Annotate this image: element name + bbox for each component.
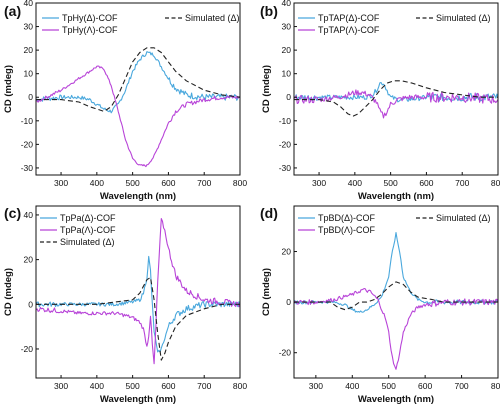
y-tick-label: 40 <box>282 0 292 8</box>
y-axis-title: CD (mdeg) <box>261 65 272 113</box>
y-tick-label: -30 <box>279 163 292 173</box>
x-tick-label: 400 <box>345 381 359 391</box>
x-tick-label: 500 <box>382 381 396 391</box>
x-tick-label: 300 <box>54 381 68 391</box>
y-tick-label: 0 <box>286 297 291 307</box>
x-tick-label: 500 <box>384 178 398 188</box>
x-tick-label: 700 <box>454 381 468 391</box>
panel-label: (b) <box>260 3 278 19</box>
series-line-1 <box>36 65 240 168</box>
panel-a: 300 400 500 600 700 800 -30 -20 -10 0 10 20 30 40 Wave… <box>3 0 247 202</box>
y-tick-label: -20 <box>21 139 34 149</box>
y-tick-label: -10 <box>279 116 292 126</box>
x-tick-label: 600 <box>161 178 175 188</box>
y-tick-label: -20 <box>279 139 292 149</box>
series-line-1 <box>294 287 498 370</box>
x-tick-label: 600 <box>161 381 175 391</box>
series-line-2 <box>36 47 240 112</box>
legend-entry: Simulated (Δ) <box>60 237 115 247</box>
y-tick-label: 40 <box>24 210 34 220</box>
y-tick-label: 30 <box>24 22 34 32</box>
legend-entry: TpTAP(Δ)-COF <box>318 13 380 23</box>
x-tick-label: 600 <box>419 178 433 188</box>
y-tick-label: 30 <box>282 22 292 32</box>
y-tick-label: 10 <box>282 69 292 79</box>
x-axis-title: Wavelength (nm) <box>100 191 176 202</box>
x-axis-title: Wavelength (nm) <box>358 191 434 202</box>
panel-label: (c) <box>4 205 21 221</box>
y-tick-label: 20 <box>24 45 34 55</box>
legend-entry: Simulated (Δ) <box>185 13 240 23</box>
series-line-2 <box>294 281 498 311</box>
x-tick-label: 800 <box>233 381 247 391</box>
legend-entry: TpPa(Λ)-COF <box>60 225 116 235</box>
legend-entry: TpBD(Λ)-COF <box>318 225 376 235</box>
y-tick-label: -20 <box>279 348 292 358</box>
x-tick-label: 700 <box>455 178 469 188</box>
x-tick-label: 300 <box>312 178 326 188</box>
y-tick-label: 0 <box>286 92 291 102</box>
panel-label: (d) <box>260 205 278 221</box>
legend-entry: TpTAP(Λ)-COF <box>318 25 380 35</box>
y-axis-title: CD (mdeg) <box>3 268 14 316</box>
x-tick-label: 500 <box>126 178 140 188</box>
legend-entry: Simulated (Δ) <box>436 213 491 223</box>
panel-b: 300 400 500 600 700 800 -30 -20 -10 0 10 20 30 40 Wave… <box>260 0 500 202</box>
y-tick-label: -10 <box>21 116 34 126</box>
legend-entry: TpHy(Δ)-COF <box>62 13 118 23</box>
x-axis-title: Wavelength (nm) <box>358 394 434 404</box>
y-axis-title: CD (mdeg) <box>3 65 14 113</box>
y-tick-label: 20 <box>282 247 292 257</box>
y-tick-label: 0 <box>28 92 33 102</box>
x-tick-label: 800 <box>491 178 500 188</box>
y-tick-label: 40 <box>24 0 34 8</box>
legend-entry: TpHy(Λ)-COF <box>62 25 118 35</box>
x-tick-label: 800 <box>491 381 500 391</box>
y-tick-label: -30 <box>21 163 34 173</box>
panel-c: 300 400 500 600 700 800 -20 0 20 40 Wavelength (nm… <box>3 205 247 404</box>
x-tick-label: 800 <box>233 178 247 188</box>
y-tick-label: 20 <box>282 45 292 55</box>
plot-frame <box>293 205 499 379</box>
x-tick-label: 300 <box>54 178 68 188</box>
x-tick-label: 700 <box>197 381 211 391</box>
legend-entry: Simulated (Δ) <box>436 13 491 23</box>
y-tick-label: 20 <box>24 255 34 265</box>
x-tick-label: 600 <box>418 381 432 391</box>
panel-label: (a) <box>4 3 21 19</box>
y-axis-title: CD (mdeg) <box>261 268 272 316</box>
x-tick-label: 400 <box>90 178 104 188</box>
legend-entry: TpBD(Δ)-COF <box>318 213 376 223</box>
series-line-0 <box>36 255 240 353</box>
plot-frame <box>35 205 241 379</box>
y-tick-label: -20 <box>21 344 34 354</box>
series-line-2 <box>36 276 240 361</box>
x-tick-label: 300 <box>309 381 323 391</box>
x-tick-label: 400 <box>90 381 104 391</box>
x-tick-label: 400 <box>348 178 362 188</box>
x-tick-label: 500 <box>126 381 140 391</box>
y-tick-label: 0 <box>28 299 33 309</box>
plot-frame <box>35 2 241 176</box>
x-tick-label: 700 <box>197 178 211 188</box>
series-line-2 <box>294 80 498 117</box>
plot-frame <box>293 2 499 176</box>
panel-d: 300 400 500 600 700 800 -20 0 20 Wavelength (nm) C… <box>260 205 500 404</box>
x-axis-title: Wavelength (nm) <box>100 394 176 404</box>
y-tick-label: 10 <box>24 69 34 79</box>
series-line-1 <box>294 89 498 119</box>
legend-entry: TpPa(Δ)-COF <box>60 213 116 223</box>
series-line-0 <box>294 232 498 313</box>
series-line-0 <box>36 51 240 114</box>
series-line-1 <box>36 218 240 365</box>
